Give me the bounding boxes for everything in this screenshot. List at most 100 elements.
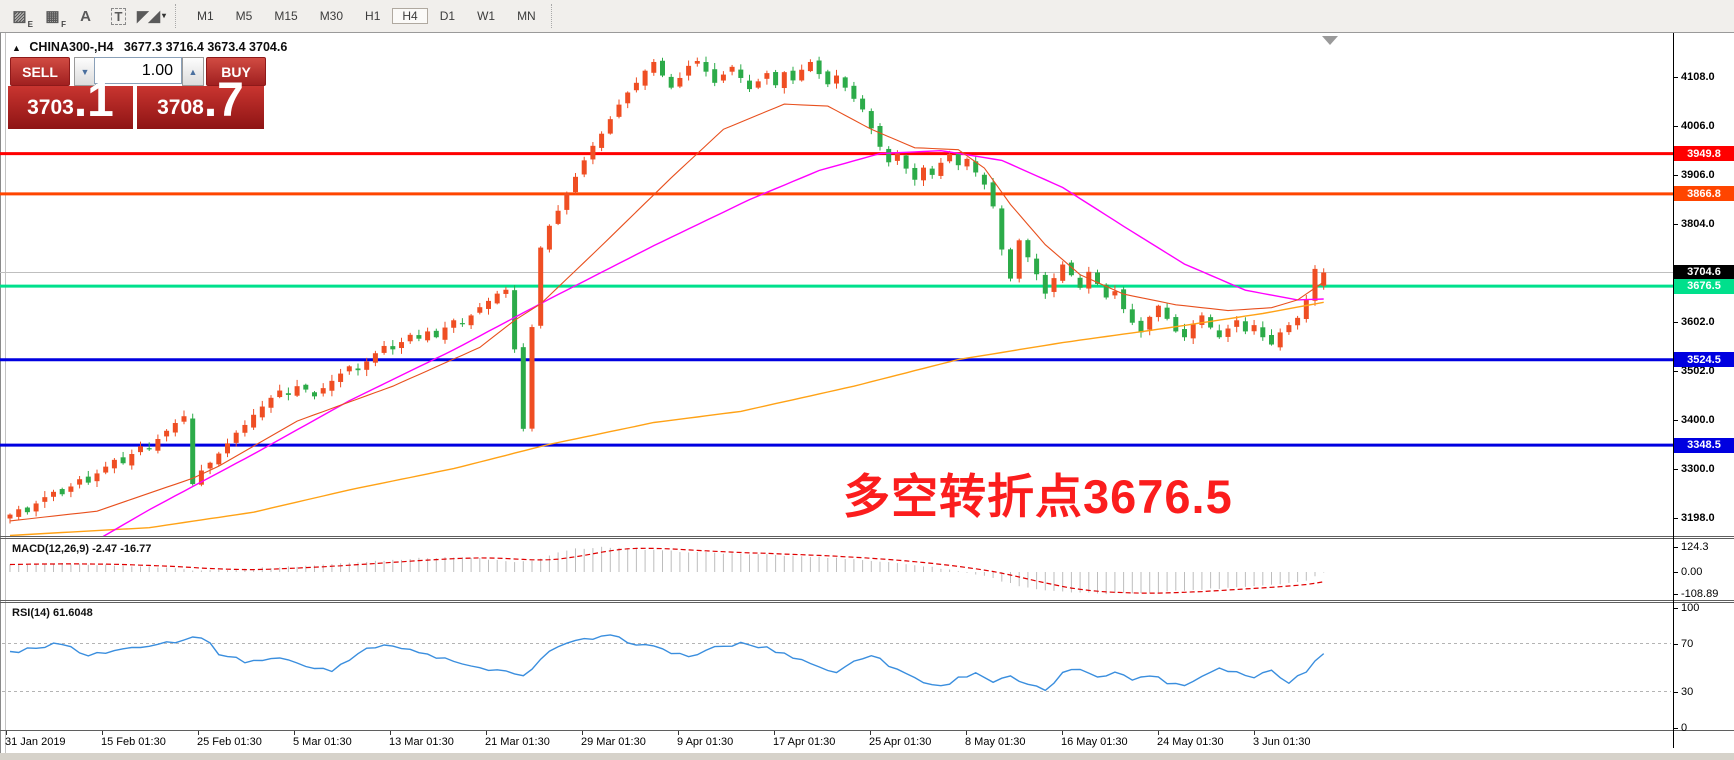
rsi-scale-tick (1673, 691, 1678, 693)
price-tick (1673, 370, 1678, 372)
pattern-style-icon-glyph: ▨ (12, 7, 27, 25)
macd-scale-label: 124.3 (1681, 540, 1709, 553)
timeframe-button-mn[interactable]: MN (517, 9, 536, 23)
timeframe-button-h1[interactable]: H1 (365, 9, 381, 23)
buy-price-int: 3708 (157, 96, 204, 119)
time-label: 17 Apr 01:30 (773, 736, 836, 748)
panel-separator[interactable] (0, 600, 1734, 601)
timeframe-button-d1[interactable]: D1 (439, 9, 456, 23)
text-tool-icon[interactable]: T (105, 4, 132, 28)
buy-button[interactable]: BUY (206, 57, 266, 86)
volume-increase-button[interactable]: ▲ (182, 57, 204, 86)
price-tick (1673, 420, 1678, 422)
buy-price-box[interactable]: 3708 .7 (137, 77, 264, 129)
main-chart-canvas[interactable] (0, 34, 1674, 536)
timeframe-button-m15[interactable]: M15 (274, 9, 298, 23)
timeframe-button-w1[interactable]: W1 (477, 9, 496, 23)
rsi-scale-label: 70 (1681, 637, 1694, 650)
symbol-period-label: CHINA300-,H4 (29, 40, 114, 54)
pattern-style-icon-sub: E (27, 19, 33, 29)
price-tick (1673, 468, 1678, 470)
price-tick-label: 3502.0 (1681, 364, 1715, 377)
time-tick (678, 731, 679, 735)
font-tool-icon-glyph: A (80, 7, 91, 25)
macd-scale-tick (1673, 593, 1678, 595)
cursor-arrows-icon-glyph: ◤◢ (136, 7, 161, 25)
macd-scale-label: 0.00 (1681, 566, 1703, 578)
timeframe-button-m1[interactable]: M1 (197, 9, 214, 23)
time-label: 9 Apr 01:30 (677, 736, 734, 748)
price-tick-label: 3400.0 (1681, 414, 1715, 427)
macd-scale-label: -108.89 (1681, 587, 1719, 600)
sell-button[interactable]: SELL (10, 57, 70, 86)
grid-style-icon[interactable]: ▦ F (39, 4, 66, 29)
time-tick (1254, 731, 1255, 735)
rsi-scale-label: 100 (1681, 601, 1700, 614)
price-tick-label: 3300.0 (1681, 462, 1715, 475)
price-tick-label: 4006.0 (1681, 120, 1715, 133)
time-label: 25 Apr 01:30 (869, 736, 932, 748)
bottom-strip (0, 753, 1734, 760)
panel-separator (0, 602, 1734, 603)
rsi-scale-label: 30 (1681, 685, 1694, 698)
rsi-scale-tick (1673, 727, 1678, 729)
macd-label: MACD(12,26,9) -2.47 -16.77 (12, 543, 152, 555)
collapse-triangle-icon[interactable]: ▲ (12, 43, 21, 53)
toolbar-icons: ▨ E ▦ F A T ◤◢ ▾ (6, 4, 171, 29)
price-tick-label: 4108.0 (1681, 71, 1715, 83)
time-label: 25 Feb 01:30 (197, 736, 262, 748)
price-badge-3949.8: 3949.8 (1674, 146, 1734, 162)
window-frame-left (0, 33, 1, 760)
sell-price-frac: .1 (73, 74, 114, 127)
price-tick-label: 3804.0 (1681, 218, 1715, 231)
time-label: 5 Mar 01:30 (293, 736, 352, 748)
sell-price-box[interactable]: 3703 .1 (8, 77, 133, 129)
timeframe-button-m30[interactable]: M30 (319, 9, 344, 23)
price-tick (1673, 518, 1678, 519)
cursor-arrows-icon[interactable]: ◤◢ ▾ (136, 4, 166, 28)
time-label: 16 May 01:30 (1061, 736, 1128, 748)
time-tick (6, 731, 7, 735)
text-tool-icon-glyph: T (110, 7, 127, 25)
window-frame-left-inner (5, 33, 6, 760)
price-tick (1673, 224, 1678, 226)
grid-style-icon-glyph: ▦ (45, 7, 60, 25)
timeframe-group: M1 M5 M15 M30 H1 H4 D1 W1 MN (186, 3, 547, 29)
price-badge-3866.8: 3866.8 (1674, 186, 1734, 202)
pattern-style-icon[interactable]: ▨ E (6, 4, 33, 29)
time-tick (486, 731, 487, 735)
time-label: 31 Jan 2019 (5, 736, 66, 748)
rsi-scale-label: 0 (1681, 721, 1688, 734)
time-tick (1062, 731, 1063, 735)
price-tick (1673, 174, 1678, 176)
time-tick (870, 731, 871, 735)
rsi-scale-tick (1673, 607, 1678, 609)
time-tick (294, 731, 295, 735)
price-badge-3348.5: 3348.5 (1674, 437, 1734, 453)
font-tool-icon[interactable]: A (72, 4, 99, 28)
price-badge-3524.5: 3524.5 (1674, 352, 1734, 368)
time-label: 3 Jun 01:30 (1253, 736, 1311, 748)
macd-panel-canvas[interactable] (0, 539, 1674, 600)
time-tick (1158, 731, 1159, 735)
rsi-scale-tick (1673, 643, 1678, 645)
toolbar: ▨ E ▦ F A T ◤◢ ▾ M1 M5 M15 M30 H1 H4 D1 W1 MN (0, 0, 1734, 33)
time-tick (390, 731, 391, 735)
time-label: 24 May 01:30 (1157, 736, 1224, 748)
timeframe-button-h4[interactable]: H4 (392, 8, 428, 24)
time-label: 13 Mar 01:30 (389, 736, 454, 748)
price-tick-label: 3906.0 (1681, 168, 1715, 181)
time-tick (966, 731, 967, 735)
chart-shift-marker-icon[interactable] (1322, 36, 1338, 45)
volume-input[interactable] (94, 57, 182, 84)
time-tick (102, 731, 103, 735)
panel-separator[interactable] (0, 536, 1734, 537)
macd-scale-tick (1673, 572, 1678, 573)
rsi-panel-canvas[interactable] (0, 603, 1674, 730)
time-tick (198, 731, 199, 735)
timeframe-button-m5[interactable]: M5 (235, 9, 253, 23)
buy-price-frac: .7 (203, 74, 244, 127)
time-tick (582, 731, 583, 735)
price-tick (1673, 322, 1678, 324)
time-label: 29 Mar 01:30 (581, 736, 646, 748)
